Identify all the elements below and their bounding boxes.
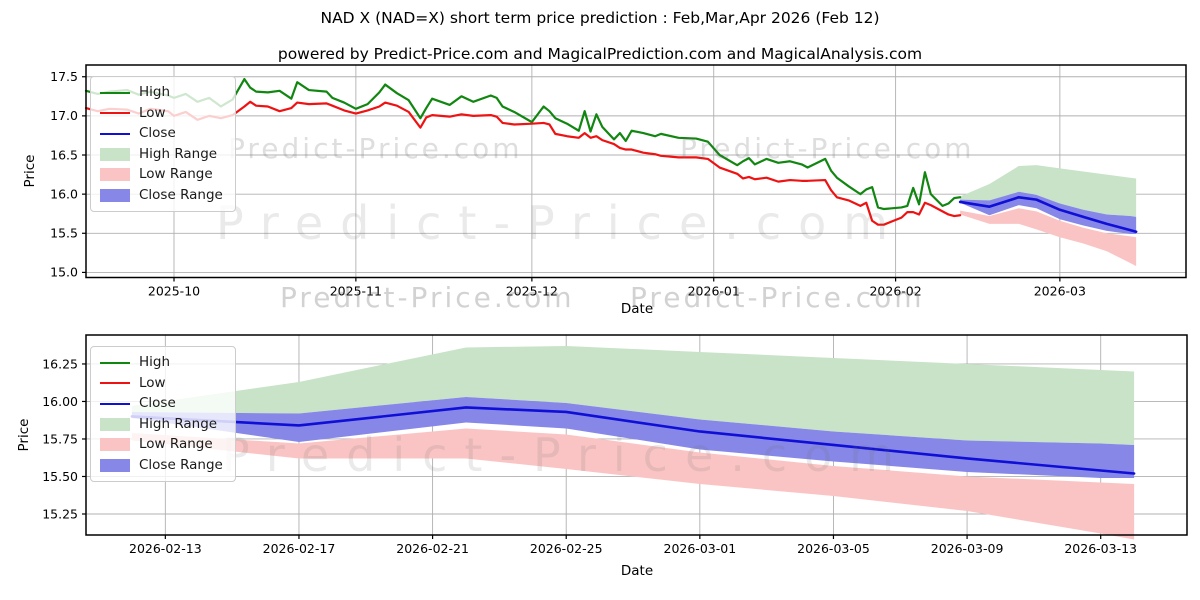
legend-item-close-range: Close Range	[100, 457, 223, 474]
x-tick-label: 2026-01	[688, 284, 740, 299]
x-tick-label: 2025-12	[506, 284, 558, 299]
bottom-legend: High Low Close High Range Low Range Close Ran…	[90, 346, 236, 482]
close-line	[130, 406, 1136, 475]
x-tick-label: 2026-02-25	[530, 541, 603, 556]
legend-patch-swatch	[100, 417, 130, 431]
legend-item-low: Low	[100, 105, 223, 122]
legend-item-label: Close	[139, 125, 176, 141]
legend-item-label: Close	[139, 395, 176, 411]
legend-item-label: Close Range	[139, 186, 223, 203]
legend-item-label: High Range	[139, 415, 218, 432]
legend-item-label: High	[139, 354, 171, 370]
legend-item-low-range: Low Range	[100, 436, 223, 453]
y-tick-label: 15.50	[42, 469, 78, 484]
low-range-band	[131, 428, 1135, 540]
legend-patch-swatch	[100, 458, 130, 472]
legend-item-label: High Range	[139, 145, 218, 162]
legend-item-high: High	[100, 84, 223, 101]
axes-frame	[85, 334, 1188, 536]
legend-patch-swatch	[100, 168, 130, 181]
bottom-y-axis-label: Price	[16, 418, 32, 452]
legend-item-high: High	[100, 354, 223, 371]
bottom-chart: 2026-02-13 2026-02-17 2026-02-21 2026-02-25…	[42, 334, 1188, 556]
bottom-x-axis-label: Date	[620, 563, 654, 579]
legend-line-swatch	[100, 382, 130, 384]
legend-item-label: Close Range	[139, 456, 223, 473]
x-tick-label: 2026-02	[869, 284, 921, 299]
y-tick-label: 16.0	[50, 186, 78, 201]
high-range-band	[131, 345, 1135, 445]
legend-patch-swatch	[100, 147, 130, 161]
y-tick-label: 15.25	[42, 506, 78, 521]
y-tick-label: 15.5	[50, 226, 78, 241]
axes-frame	[85, 64, 1187, 279]
high-range-band	[960, 165, 1137, 217]
x-tick-label: 2026-03-05	[797, 541, 870, 556]
low-range-band	[960, 208, 1137, 267]
x-tick-label: 2025-11	[330, 284, 382, 299]
legend-item-label: Low	[139, 104, 166, 121]
legend-item-high-range: High Range	[100, 416, 223, 433]
legend-line-swatch	[100, 402, 130, 405]
legend-line-swatch	[100, 91, 130, 94]
x-tick-label: 2025-10	[148, 284, 200, 299]
top-legend: High Low Close High Range Low Range Close Ran…	[90, 76, 236, 212]
high-line	[84, 77, 962, 211]
x-tick-label: 2026-03	[1034, 284, 1086, 299]
figure-subtitle: powered by Predict-Price.com and Magical…	[277, 45, 923, 63]
y-tick-label: 17.0	[50, 108, 78, 123]
x-tick-label: 2026-02-17	[263, 541, 336, 556]
top-y-axis-label: Price	[22, 154, 38, 188]
x-tick-label: 2026-03-01	[664, 541, 737, 556]
legend-item-high-range: High Range	[100, 146, 223, 163]
x-tick-label: 2026-02-21	[396, 541, 469, 556]
top-x-axis-label: Date	[620, 301, 654, 317]
legend-line-swatch	[100, 361, 130, 364]
legend-item-close: Close	[100, 125, 223, 142]
legend-item-label: High	[139, 84, 171, 100]
top-chart: 2025-10 2025-11 2025-12 2026-01 2026-02 2026-…	[50, 64, 1187, 299]
legend-item-low-range: Low Range	[100, 166, 223, 183]
legend-patch-swatch	[100, 438, 130, 451]
figure-title: NAD X (NAD=X) short term price predictio…	[320, 9, 880, 27]
legend-patch-swatch	[100, 188, 130, 202]
legend-item-close: Close	[100, 395, 223, 412]
y-tick-label: 15.75	[42, 431, 78, 446]
x-tick-label: 2026-03-09	[931, 541, 1004, 556]
y-tick-label: 16.00	[42, 394, 78, 409]
x-tick-label: 2026-03-13	[1064, 541, 1137, 556]
legend-line-swatch	[100, 132, 130, 135]
legend-item-low: Low	[100, 375, 223, 392]
legend-line-swatch	[100, 112, 130, 114]
legend-item-close-range: Close Range	[100, 187, 223, 204]
y-tick-label: 15.0	[50, 265, 78, 280]
x-tick-label: 2026-02-13	[129, 541, 202, 556]
legend-item-label: Low Range	[139, 166, 213, 182]
close-line	[958, 195, 1138, 234]
low-line	[84, 100, 962, 226]
legend-item-label: Low	[139, 374, 166, 391]
y-tick-label: 16.25	[42, 356, 78, 371]
legend-item-label: Low Range	[139, 436, 213, 452]
y-tick-label: 16.5	[50, 147, 78, 162]
y-tick-label: 17.5	[50, 69, 78, 84]
